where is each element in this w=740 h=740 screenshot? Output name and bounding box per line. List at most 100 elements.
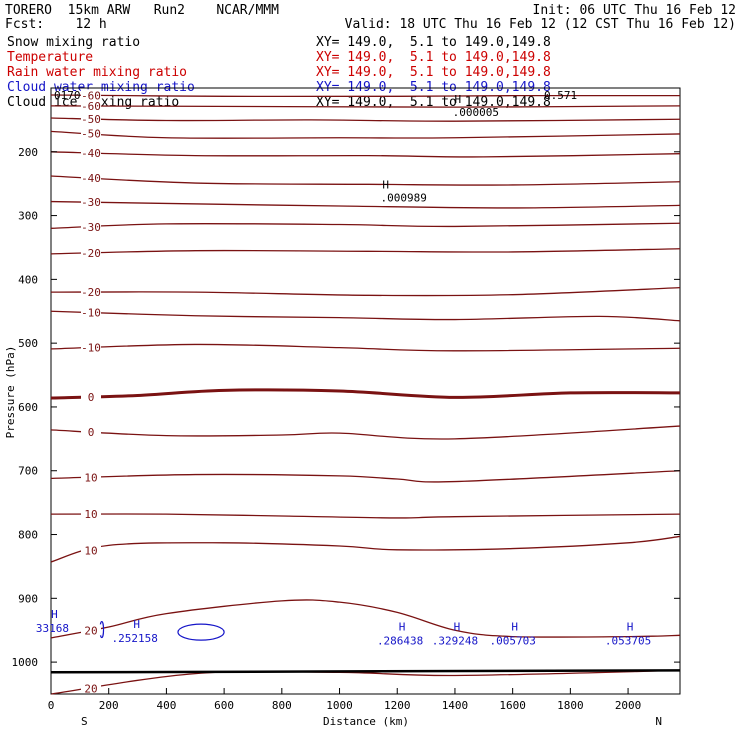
y-tick-label: 400 (18, 273, 38, 286)
cloud-max-value: .329248 (432, 635, 478, 648)
contour-label: -20 (81, 247, 101, 260)
x-tick-label: 0 (48, 699, 55, 712)
contour-label: -20 (81, 286, 101, 299)
right-corner-label: 0.571 (544, 89, 577, 102)
contour-label: 10 (84, 544, 97, 557)
y-tick-label: 700 (18, 465, 38, 478)
left-corner-label: 0170 (54, 89, 81, 102)
cloud-max-value: .005703 (489, 635, 535, 648)
field-name: Temperature (7, 50, 94, 65)
contour-label-bg (81, 624, 101, 636)
field-xy: XY= 149.0, 5.1 to 149.0,149.8 (316, 65, 551, 80)
x-tick-label: 1200 (384, 699, 411, 712)
temperature-contour (50, 535, 681, 563)
temperature-contour (50, 513, 681, 519)
y-tick-label: 200 (18, 146, 38, 159)
temperature-contour (50, 117, 681, 122)
contour-label-bg (81, 471, 101, 483)
contour-label-bg (81, 390, 101, 402)
contour-layer (50, 94, 681, 695)
temperature-contour (50, 222, 681, 229)
contour-label-bg (81, 220, 101, 232)
temperature-contour (50, 599, 681, 639)
contour-label-bg (81, 127, 101, 139)
contour-label: 10 (84, 508, 97, 521)
temperature-contour (50, 470, 681, 483)
cloud-max-value: .252158 (111, 632, 157, 645)
y-tick-label: 300 (18, 210, 38, 223)
contour-label-bg (81, 425, 101, 437)
y-tick-label: 1000 (12, 656, 39, 669)
contour-label-bg (81, 246, 101, 258)
contour-label: 20 (84, 682, 97, 695)
cloud-max-marker: H (454, 621, 461, 634)
contour-label-bg (81, 286, 101, 298)
contour-label: 20 (84, 624, 97, 637)
contour-label: -50 (81, 128, 101, 141)
field-xy: XY= 149.0, 5.1 to 149.0,149.8 (316, 95, 551, 110)
temperature-contour (50, 310, 681, 322)
x-tick-label: 800 (272, 699, 292, 712)
temperature-contour (50, 343, 681, 352)
x-tick-label: 2000 (615, 699, 642, 712)
axes-layer: 0 200 400 600 800 1000 1200 1400 1600 1800 2000200… (12, 146, 680, 712)
contour-label-bg (81, 306, 101, 318)
cloud-max-value: .053705 (605, 635, 651, 648)
field-name: Snow mixing ratio (7, 35, 141, 50)
y-tick-label: 900 (18, 592, 38, 605)
contour-label: 0 (88, 391, 95, 404)
contour-label-bg (81, 146, 101, 158)
cloud-max-marker: H (133, 618, 140, 631)
contour-label: -30 (81, 221, 101, 234)
contour-label-bg (81, 99, 101, 111)
cloud-max-marker: H (51, 608, 58, 621)
x-tick-label: 1400 (442, 699, 469, 712)
contour-label: -10 (81, 307, 101, 320)
x-tick-label: 1000 (326, 699, 353, 712)
field-xy: XY= 149.0, 5.1 to 149.0,149.8 (316, 35, 551, 50)
temperature-contour (50, 248, 681, 255)
contour-label: 0 (88, 426, 95, 439)
x-tick-label: 600 (214, 699, 234, 712)
ice-max-value: .000989 (381, 192, 427, 205)
cloud-max-value: .286438 (377, 635, 423, 648)
contour-label-bg (81, 89, 101, 101)
ice-max-marker: H (382, 179, 389, 192)
label-layer: -60-60-50-50-40-40-30-30-20-20-10-100010… (36, 89, 651, 695)
temperature-contour (50, 130, 681, 139)
temperature-contour (50, 287, 681, 297)
cloud-max-marker: H (399, 621, 406, 634)
field-name: Rain water mixing ratio (7, 65, 188, 80)
surface-line (50, 669, 681, 674)
cloud-water-contour (177, 623, 225, 641)
contour-label-bg (81, 196, 101, 208)
contour-label: -30 (81, 196, 101, 209)
contour-label-bg (81, 682, 101, 694)
x-tick-label: 1800 (557, 699, 584, 712)
field-xy: XY= 149.0, 5.1 to 149.0,149.8 (316, 50, 551, 65)
contour-label: -40 (81, 172, 101, 185)
y-tick-label: 600 (18, 401, 38, 414)
contour-label: 10 (84, 471, 97, 484)
contour-label: -50 (81, 113, 101, 126)
ice-max-value: .000005 (453, 106, 499, 119)
x-tick-label: 400 (156, 699, 176, 712)
cloud-max-value: 33168 (36, 622, 69, 635)
header-init: Init: 06 UTC Thu 16 Feb 12 (532, 3, 737, 18)
temperature-contour (50, 388, 681, 400)
contour-label: -60 (81, 100, 101, 113)
cloud-max-marker: H (511, 621, 518, 634)
north-label: N (655, 715, 662, 728)
contour-label-bg (81, 171, 101, 183)
south-label: S (81, 715, 88, 728)
plot-frame (50, 87, 681, 695)
temperature-contour (50, 105, 681, 108)
temperature-contour (50, 425, 681, 440)
x-tick-label: 200 (99, 699, 119, 712)
x-axis-label: Distance (km) (323, 715, 409, 728)
header-valid: Valid: 18 UTC Thu 16 Feb 12 (12 CST Thu … (344, 17, 736, 32)
temperature-contour (50, 200, 681, 209)
y-tick-label: 500 (18, 337, 38, 350)
contour-label-bg (81, 544, 101, 556)
